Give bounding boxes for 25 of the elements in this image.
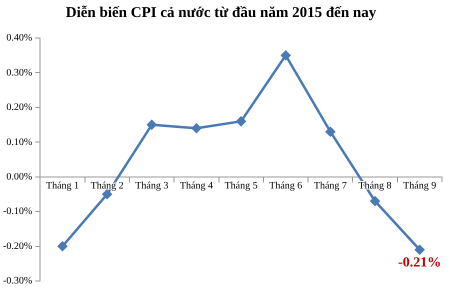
y-tick-label: -0.30% bbox=[2, 276, 32, 287]
point bbox=[58, 242, 68, 252]
point bbox=[236, 116, 246, 126]
x-tick-label: Tháng 7 bbox=[314, 180, 347, 192]
chart-title: Diễn biến CPI cả nước từ đầu năm 2015 đến nay bbox=[66, 4, 377, 21]
point bbox=[326, 126, 336, 136]
point bbox=[280, 50, 290, 60]
y-tick-label: 0.40% bbox=[6, 32, 32, 44]
y-tick-label: 0.00% bbox=[6, 171, 32, 182]
point bbox=[192, 124, 202, 134]
point bbox=[414, 245, 424, 255]
annotation: -0.21% bbox=[398, 255, 442, 270]
x-tick-label: Tháng 5 bbox=[224, 180, 258, 192]
x-tick-label: Tháng 3 bbox=[135, 180, 168, 192]
x-tick-label: Tháng 4 bbox=[180, 180, 213, 192]
point bbox=[370, 196, 380, 206]
y-tick-label: -0.20% bbox=[2, 240, 32, 252]
y-tick-label: 0.30% bbox=[6, 67, 32, 78]
y-tick-label: 0.20% bbox=[6, 102, 32, 114]
y-tick-label: 0.10% bbox=[6, 136, 32, 148]
point bbox=[147, 120, 157, 130]
x-tick-label: Tháng 6 bbox=[269, 180, 302, 192]
y-tick-label: -0.10% bbox=[2, 206, 32, 218]
x-tick-label: Tháng 1 bbox=[46, 180, 80, 192]
x-tick-label: Tháng 9 bbox=[403, 180, 436, 192]
